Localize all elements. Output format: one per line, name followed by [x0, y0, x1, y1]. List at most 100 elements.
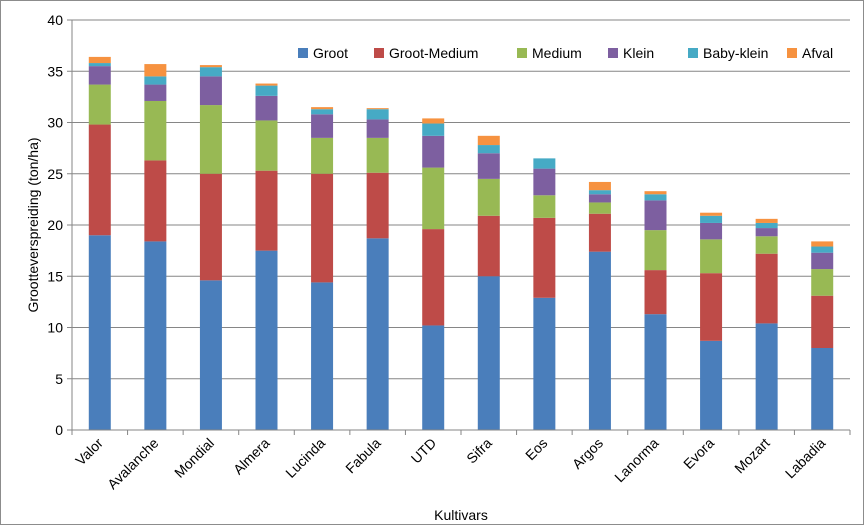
bar-segment — [700, 239, 723, 274]
bar-segment — [811, 295, 834, 348]
bar-segment — [644, 270, 667, 315]
bar-segment — [477, 153, 500, 179]
bar-segment — [533, 168, 556, 196]
bar-segment — [255, 83, 278, 86]
bar-segment — [755, 222, 778, 229]
bar-segment — [811, 246, 834, 253]
bar-segment — [588, 190, 611, 195]
y-tick-label: 15 — [47, 268, 63, 284]
bar-segment — [311, 173, 334, 283]
bar-segment — [422, 229, 445, 326]
bar-segment — [144, 84, 167, 101]
bar-segment — [255, 170, 278, 251]
bar-segment — [700, 212, 723, 216]
bar-segment — [422, 325, 445, 430]
bar-segment — [366, 108, 389, 110]
bar-segment — [422, 135, 445, 168]
bar-segment — [588, 213, 611, 252]
bar-segment — [755, 253, 778, 324]
bar-segment — [811, 252, 834, 270]
bar-segment — [88, 63, 111, 67]
y-tick-labels: 0 5 10 15 20 25 30 35 40 — [47, 12, 63, 438]
bar-segment — [755, 323, 778, 430]
legend-label: Baby-klein — [703, 45, 768, 61]
bar-segment — [88, 84, 111, 125]
legend-swatch — [374, 48, 384, 58]
bar-segment — [88, 235, 111, 430]
y-tick-label: 5 — [55, 371, 63, 387]
bar-segment — [366, 109, 389, 120]
legend-label: Afval — [802, 45, 833, 61]
bar-segment — [311, 107, 334, 110]
bar-segment — [255, 120, 278, 171]
y-tick-label: 20 — [47, 217, 63, 233]
bar-segment — [366, 238, 389, 430]
axes-group — [67, 19, 851, 435]
bar-segment — [255, 95, 278, 121]
bar-segment — [477, 276, 500, 430]
bar-segment — [422, 167, 445, 230]
legend-swatch — [517, 48, 527, 58]
x-axis-title: Kultivars — [434, 507, 488, 523]
bar-segment — [533, 158, 556, 169]
legend-label: Medium — [532, 45, 582, 61]
bar-segment — [144, 64, 167, 77]
bar-segment — [199, 105, 222, 174]
bar-segment — [366, 137, 389, 173]
legend-label: Groot-Medium — [389, 45, 478, 61]
bar-segment — [422, 123, 445, 136]
bar-segment — [311, 282, 334, 430]
bar-segment — [144, 100, 167, 161]
bar-segment — [644, 314, 667, 430]
bar-segment — [311, 109, 334, 115]
y-tick-label: 35 — [47, 63, 63, 79]
bar-segment — [311, 114, 334, 138]
bar-segment — [88, 124, 111, 236]
bar-segment — [366, 119, 389, 138]
bar-segment — [644, 200, 667, 231]
bar-segment — [533, 217, 556, 298]
bar-segment — [477, 215, 500, 277]
bar-segment — [588, 202, 611, 214]
bar-segment — [144, 241, 167, 430]
bar-segment — [644, 194, 667, 201]
bar-segment — [811, 348, 834, 430]
legend-label: Groot — [313, 45, 348, 61]
bar-segment — [755, 236, 778, 254]
bar-segment — [199, 173, 222, 281]
bars-group — [88, 56, 834, 430]
bar-segment — [644, 191, 667, 195]
bar-segment — [88, 66, 111, 85]
bar-segment — [199, 280, 222, 430]
legend: Groot Groot-Medium Medium Klein Baby-klein Af… — [298, 45, 833, 61]
y-tick-label: 25 — [47, 166, 63, 182]
bar-segment — [811, 241, 834, 247]
bar-segment — [144, 160, 167, 242]
y-tick-label: 0 — [55, 422, 63, 438]
bar-segment — [311, 137, 334, 174]
y-axis-title: Grootteverspreiding (ton/ha) — [25, 137, 41, 312]
legend-label: Klein — [623, 45, 654, 61]
bar-segment — [700, 273, 723, 341]
bar-segment — [477, 145, 500, 154]
bar-segment — [477, 135, 500, 146]
bar-segment — [700, 222, 723, 240]
y-tick-label: 10 — [47, 320, 63, 336]
bar-segment — [199, 67, 222, 77]
bar-segment — [755, 228, 778, 237]
bar-segment — [88, 56, 111, 64]
legend-swatch — [608, 48, 618, 58]
bar-segment — [700, 215, 723, 223]
bar-segment — [255, 85, 278, 96]
legend-swatch — [787, 48, 797, 58]
bar-segment — [199, 65, 222, 68]
bar-segment — [533, 195, 556, 218]
bar-segment — [477, 178, 500, 216]
bar-segment — [366, 172, 389, 239]
bar-segment — [422, 118, 445, 124]
bar-segment — [588, 194, 611, 203]
bar-segment — [644, 230, 667, 271]
bar-segment — [588, 181, 611, 191]
bar-segment — [199, 76, 222, 106]
